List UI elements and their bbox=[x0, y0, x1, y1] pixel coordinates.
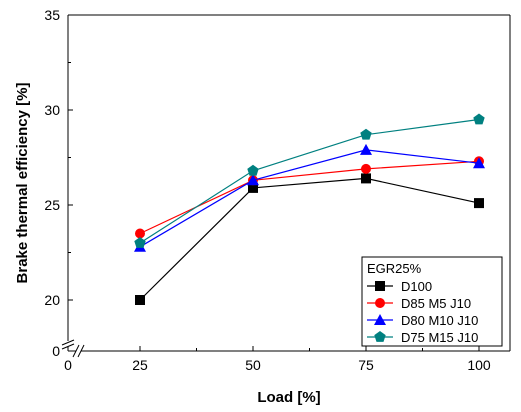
data-point bbox=[248, 182, 258, 193]
data-point bbox=[361, 163, 371, 174]
data-point bbox=[134, 237, 146, 248]
data-point bbox=[474, 198, 484, 209]
data-point bbox=[135, 228, 145, 239]
y-tick-label: 25 bbox=[44, 197, 60, 213]
legend: EGR25% D100 D85 M5 J10 D80 M10 J10 D75 M15 J… bbox=[361, 256, 503, 347]
y-tick-label: 35 bbox=[44, 7, 60, 23]
legend-marker bbox=[374, 314, 386, 325]
data-point bbox=[360, 143, 372, 155]
data-point bbox=[473, 157, 485, 169]
legend-title: EGR25% bbox=[367, 261, 422, 276]
legend-label: D85 M5 J10 bbox=[401, 296, 471, 311]
legend-marker bbox=[375, 281, 385, 291]
data-point bbox=[135, 295, 145, 305]
legend-entry: D80 M10 J10 bbox=[367, 313, 478, 328]
series-line bbox=[139, 160, 480, 235]
series-line bbox=[139, 149, 480, 248]
data-point bbox=[361, 173, 371, 184]
legend-marker bbox=[374, 331, 386, 342]
x-axis-label: Load [%] bbox=[257, 389, 320, 406]
legend-entry: D85 M5 J10 bbox=[367, 296, 471, 311]
data-point bbox=[473, 113, 485, 125]
x-tick-label: 50 bbox=[245, 357, 261, 373]
series-3 bbox=[134, 113, 485, 248]
x-tick-label: 75 bbox=[358, 357, 374, 373]
x-tick-label: 100 bbox=[467, 357, 491, 373]
x-tick-label: 25 bbox=[132, 357, 148, 373]
data-point bbox=[247, 164, 259, 176]
series-2 bbox=[134, 143, 485, 252]
x-axis-break-mark bbox=[72, 344, 80, 358]
legend-entry: D100 bbox=[367, 279, 432, 294]
y-tick-label: 0 bbox=[52, 343, 60, 359]
series-1 bbox=[135, 156, 484, 239]
data-point bbox=[360, 128, 372, 140]
x-axis-break-mark bbox=[77, 344, 85, 358]
ticks: 0 20 25 30 35 0 25 50 75 100 bbox=[44, 7, 490, 373]
legend-box bbox=[361, 256, 503, 347]
series-group bbox=[134, 113, 485, 305]
legend-marker bbox=[375, 298, 385, 308]
legend-entry: D75 M15 J10 bbox=[367, 330, 478, 345]
legend-label: D100 bbox=[401, 279, 432, 294]
y-tick-label: 30 bbox=[44, 102, 60, 118]
series-line bbox=[139, 177, 480, 301]
series-line bbox=[139, 118, 480, 244]
y-tick-label: 20 bbox=[44, 292, 60, 308]
x-tick-label: 0 bbox=[64, 357, 72, 373]
y-axis-break-mark bbox=[61, 339, 75, 346]
y-axis-label: Brake thermal efficiency [%] bbox=[14, 83, 31, 284]
legend-label: D75 M15 J10 bbox=[401, 330, 478, 345]
data-point bbox=[247, 174, 259, 186]
legend-label: D80 M10 J10 bbox=[401, 313, 478, 328]
series-0 bbox=[135, 173, 484, 305]
axes bbox=[61, 14, 511, 358]
